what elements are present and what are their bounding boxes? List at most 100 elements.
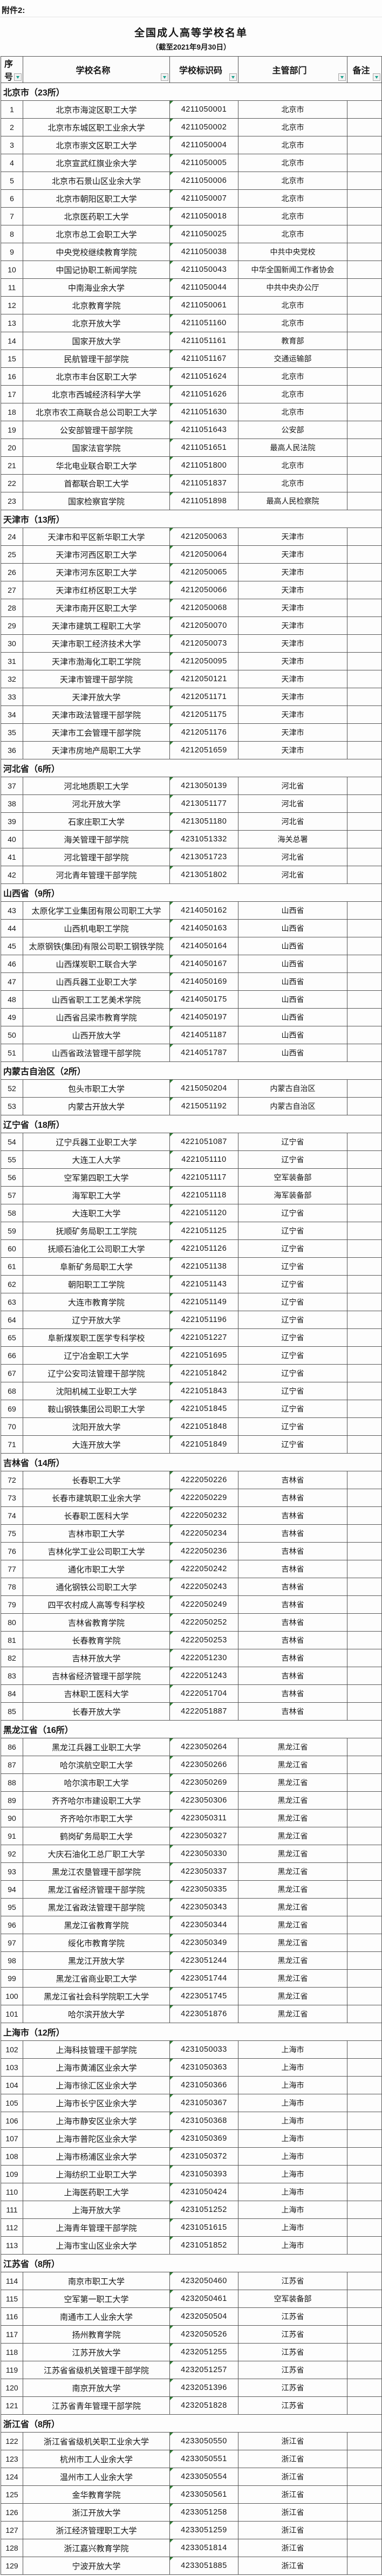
cell-dept: 黑龙江省 (238, 1969, 347, 1988)
cell-code: 4221051849 (169, 1435, 238, 1454)
table-row: 115 空军第一职工大学 4232050461 空军装备部 (1, 2290, 382, 2308)
cell-school: 河北开放大学 (23, 794, 170, 813)
column-header-dept: 主管部门 (238, 56, 347, 83)
filter-dropdown-icon[interactable] (161, 73, 168, 81)
title-block: 全国成人高等学校名单 （截至2021年9月30日） (0, 17, 382, 56)
cell-no: 26 (1, 563, 23, 581)
table-row: 66 辽宁冶金职工大学 4221051695 辽宁省 (1, 1346, 382, 1365)
cell-no: 106 (1, 2112, 23, 2130)
cell-note (347, 2076, 382, 2094)
cell-no: 95 (1, 1898, 23, 1916)
table-row: 1 北京市海淀区职工大学 4211050001 北京市 (1, 100, 382, 119)
cell-dept: 内蒙古自治区 (238, 1079, 347, 1098)
section-row: 上海市（12所） (1, 2023, 382, 2041)
cell-school: 山西省吕梁市教育学院 (23, 1008, 170, 1026)
cell-code: 4232050526 (169, 2325, 238, 2344)
cell-no: 115 (1, 2290, 23, 2308)
cell-dept: 河北省 (238, 866, 347, 884)
cell-school: 长春教育学院 (23, 1631, 170, 1649)
cell-note (347, 1026, 382, 1044)
cell-no: 56 (1, 1168, 23, 1187)
cell-school: 中南海业余大学 (23, 278, 170, 297)
filter-dropdown-icon[interactable] (373, 73, 380, 81)
cell-school: 温州市工人业余大学 (23, 2468, 170, 2486)
cell-code: 4233050554 (169, 2468, 238, 2486)
table-row: 43 太原化学工业集团有限公司职工大学 4214050162 山西省 (1, 901, 382, 920)
table-row: 23 国家检察官学院 4211051898 最高人民检察院 (1, 492, 382, 510)
table-row: 128 浙江嘉兴教育学院 4233051814 浙江省 (1, 2539, 382, 2557)
table-row: 48 山西省职工工艺美术学院 4214050175 山西省 (1, 990, 382, 1009)
section-row: 黑龙江省（16所） (1, 1720, 382, 1738)
cell-code: 4232050461 (169, 2290, 238, 2308)
cell-school: 天津市渤海化工职工学院 (23, 652, 170, 670)
table-row: 12 北京教育学院 4211050061 北京市 (1, 296, 382, 314)
table-row: 98 黑龙江开放大学 4223051244 黑龙江省 (1, 1951, 382, 1970)
cell-dept: 辽宁省 (238, 1311, 347, 1329)
cell-code: 4211050002 (169, 118, 238, 136)
cell-school: 南京市职工大学 (23, 2272, 170, 2290)
cell-dept: 江苏省 (238, 2379, 347, 2397)
cell-school: 太原化学工业集团有限公司职工大学 (23, 901, 170, 920)
cell-code: 4211051651 (169, 439, 238, 457)
cell-code: 4215050204 (169, 1079, 238, 1098)
cell-note (347, 2040, 382, 2059)
cell-no: 90 (1, 1809, 23, 1827)
cell-school: 河北地质职工大学 (23, 777, 170, 795)
cell-dept: 辽宁省 (238, 1293, 347, 1311)
cell-dept: 中共中央党校 (238, 243, 347, 261)
cell-code: 4232051828 (169, 2396, 238, 2415)
cell-note (347, 332, 382, 350)
cell-note (347, 1400, 382, 1418)
filter-dropdown-icon[interactable] (229, 73, 237, 81)
cell-school: 河北管理干部学院 (23, 848, 170, 866)
table-row: 68 沈阳机械工业职工大学 4221051843 辽宁省 (1, 1382, 382, 1400)
cell-school: 阜新煤炭职工医学专科学校 (23, 1328, 170, 1347)
cell-code: 4231050363 (169, 2058, 238, 2077)
filter-dropdown-icon[interactable] (14, 73, 22, 81)
cell-code: 4222050249 (169, 1595, 238, 1614)
cell-no: 10 (1, 261, 23, 279)
cell-code: 4211050007 (169, 189, 238, 208)
cell-note (347, 1275, 382, 1293)
cell-dept: 北京市 (238, 474, 347, 492)
cell-school: 山西机电职工学院 (23, 919, 170, 937)
cell-school: 上海市长宁区业余大学 (23, 2094, 170, 2112)
table-row: 54 辽宁兵器工业职工大学 4221051087 辽宁省 (1, 1133, 382, 1151)
table-row: 9 中央党校继续教育学院 4211050038 中共中央党校 (1, 243, 382, 261)
cell-school: 天津市南开区职工大学 (23, 599, 170, 617)
cell-school: 黑龙江省商业职工大学 (23, 1969, 170, 1988)
table-row: 81 长春教育学院 4222050253 吉林省 (1, 1631, 382, 1649)
cell-code: 4221051117 (169, 1168, 238, 1187)
cell-note (347, 527, 382, 546)
cell-code: 4211051630 (169, 403, 238, 421)
cell-code: 4221051227 (169, 1328, 238, 1347)
cell-code: 4221051125 (169, 1222, 238, 1240)
cell-no: 33 (1, 688, 23, 706)
filter-dropdown-icon[interactable] (338, 73, 346, 81)
table-row: 11 中南海业余大学 4211050044 中共中央办公厅 (1, 278, 382, 297)
cell-code: 4212050065 (169, 563, 238, 581)
cell-code: 4222050243 (169, 1578, 238, 1596)
cell-dept: 山西省 (238, 955, 347, 973)
table-row: 63 大连市教育学院 4221051149 辽宁省 (1, 1293, 382, 1311)
cell-note (347, 492, 382, 510)
cell-no: 55 (1, 1150, 23, 1169)
cell-dept: 天津市 (238, 545, 347, 564)
cell-code: 4223051876 (169, 2005, 238, 2023)
cell-no: 17 (1, 385, 23, 403)
table-row: 16 北京市丰台区职工大学 4211051624 北京市 (1, 367, 382, 386)
table-row: 32 天津市管理干部学院 4212050121 天津市 (1, 670, 382, 688)
cell-note (347, 1809, 382, 1827)
cell-dept: 辽宁省 (238, 1239, 347, 1258)
cell-dept: 河北省 (238, 794, 347, 813)
table-row: 61 阜新矿务局职工大学 4221051138 辽宁省 (1, 1257, 382, 1276)
cell-school: 天津市和平区新华职工大学 (23, 527, 170, 546)
cell-school: 北京开放大学 (23, 314, 170, 332)
cell-code: 4231050393 (169, 2165, 238, 2183)
cell-school: 扬州教育学院 (23, 2325, 170, 2344)
section-title: 吉林省（14所） (1, 1453, 382, 1471)
cell-no: 63 (1, 1293, 23, 1311)
cell-code: 4223051744 (169, 1969, 238, 1988)
cell-note (347, 955, 382, 973)
